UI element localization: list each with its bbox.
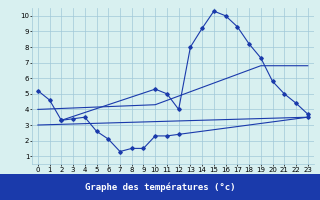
Text: Graphe des températures (°c): Graphe des températures (°c) [85,182,235,192]
